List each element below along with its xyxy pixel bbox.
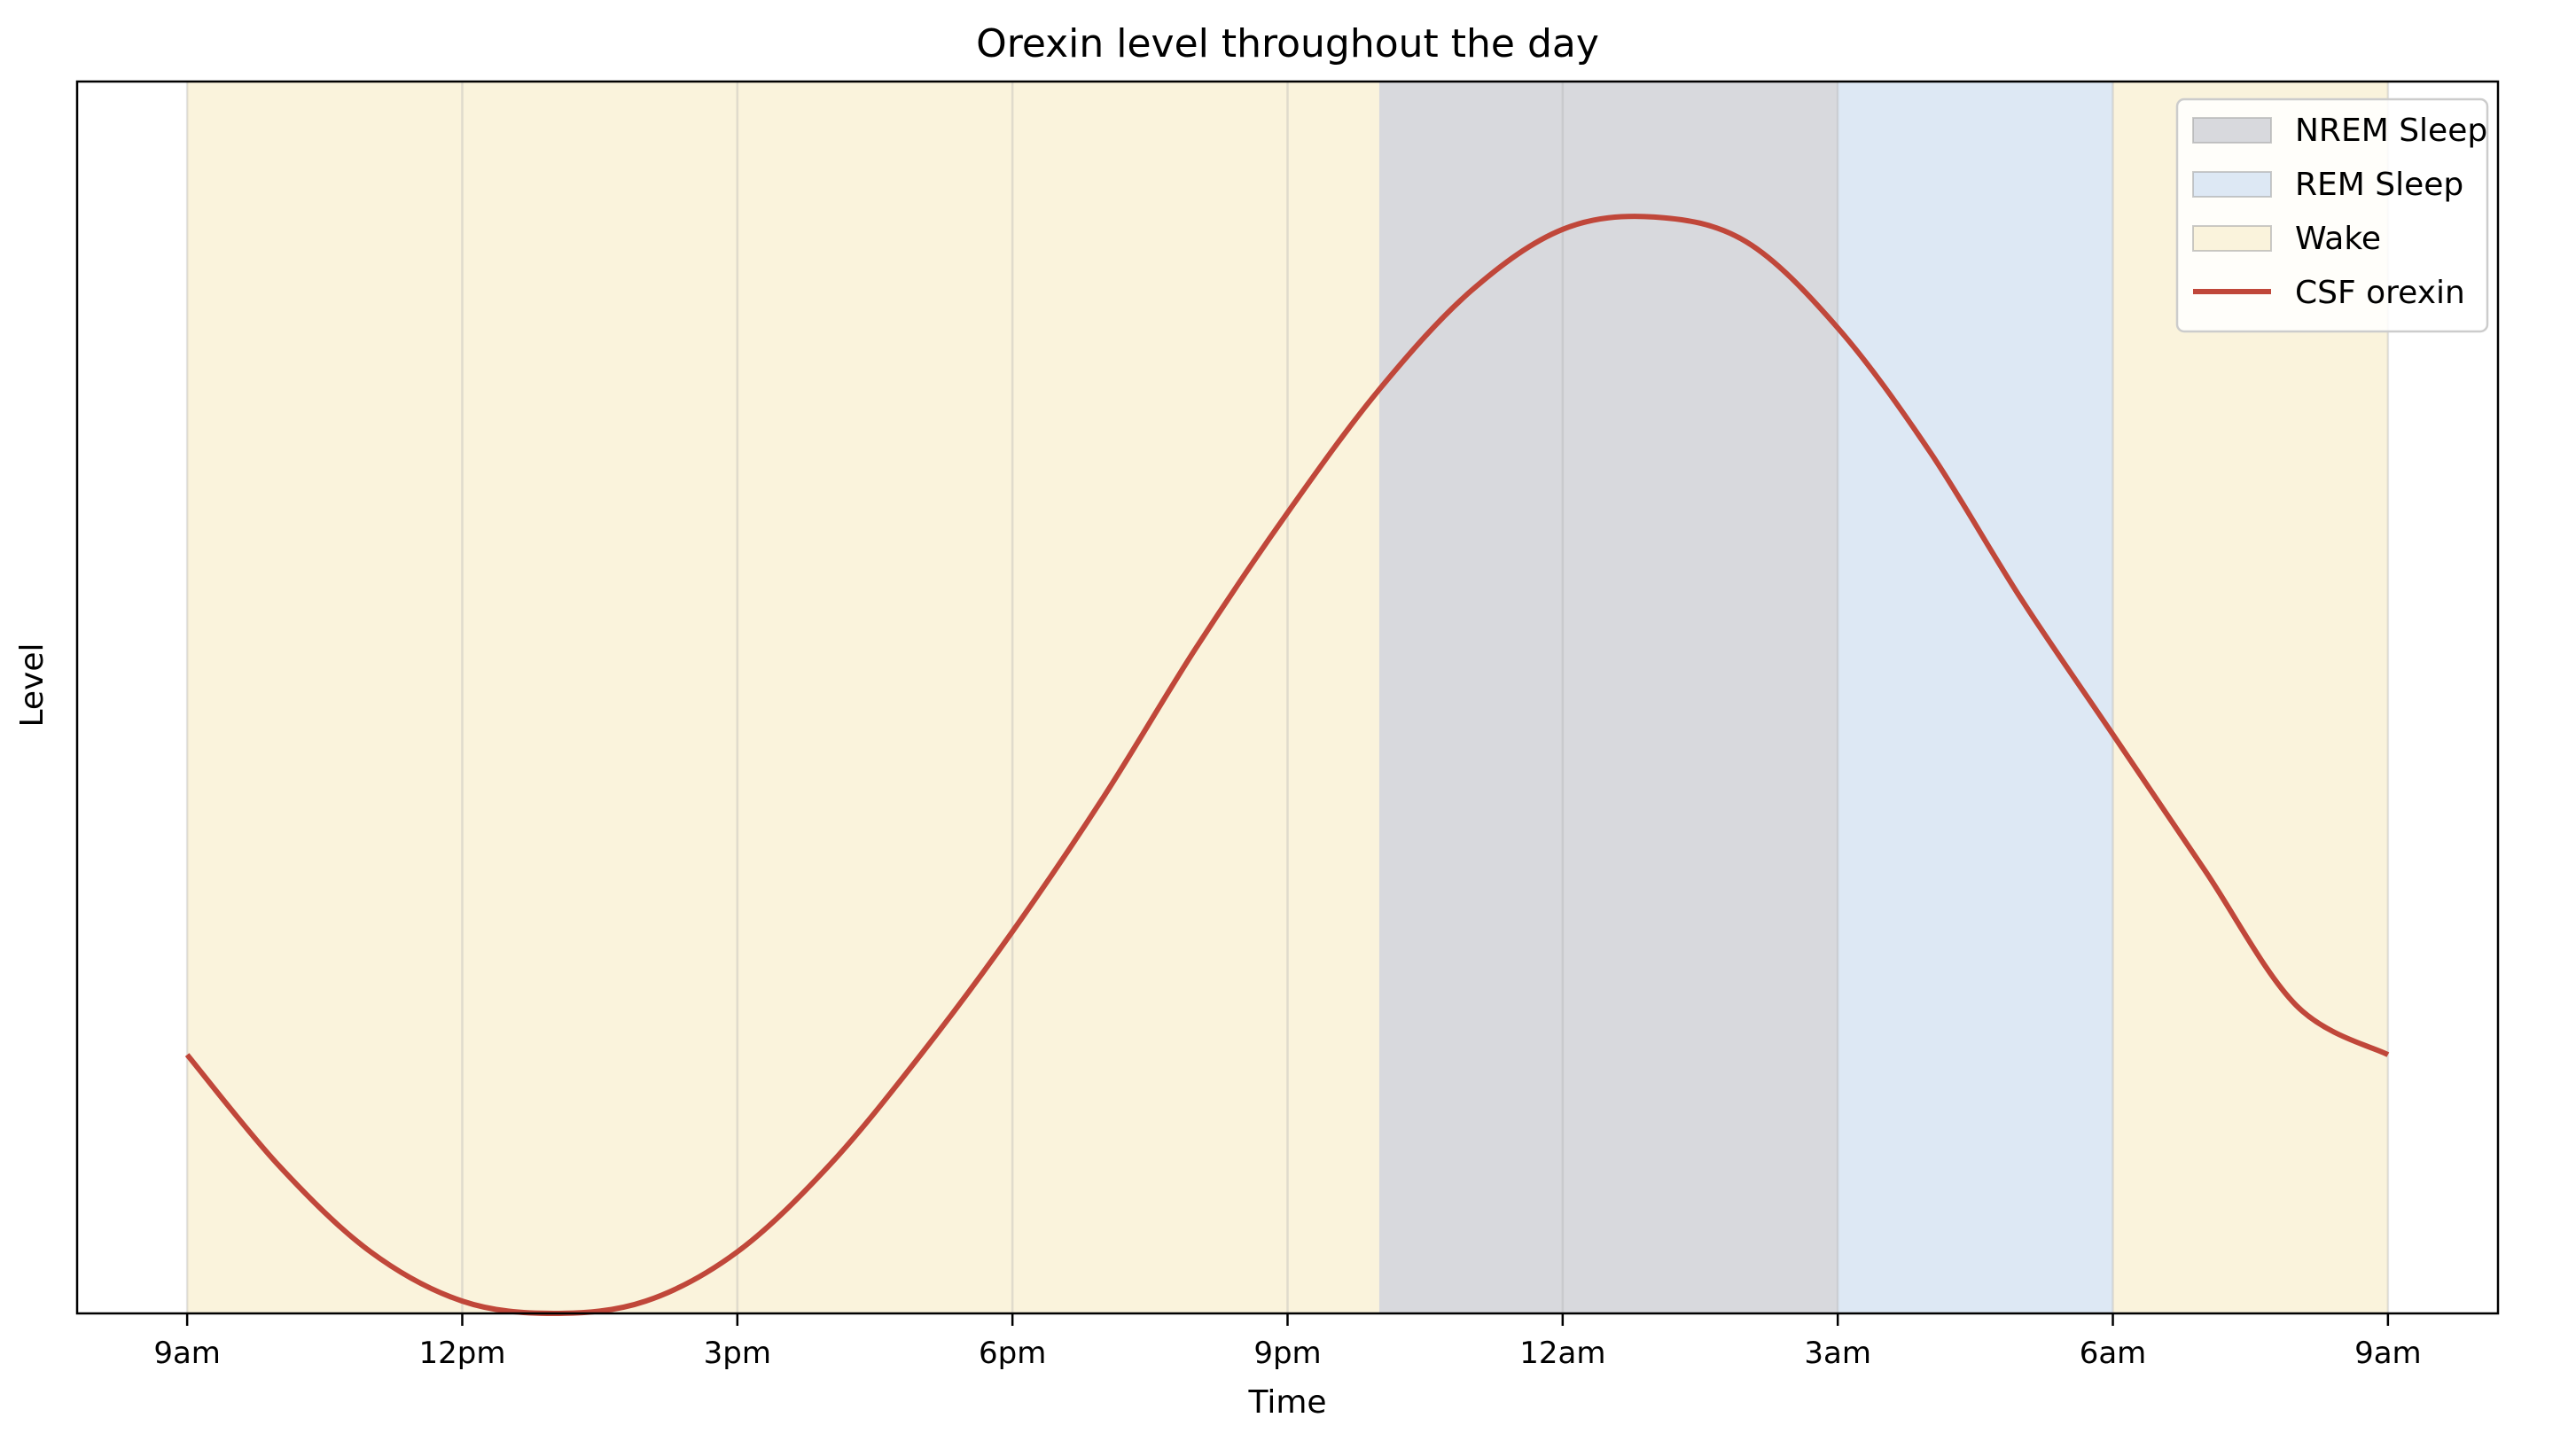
x-tick-label-2: 3pm xyxy=(704,1336,771,1371)
legend-label-0: NREM Sleep xyxy=(2295,113,2487,149)
x-tick-label-8: 9am xyxy=(2354,1336,2422,1371)
legend-label-1: REM Sleep xyxy=(2295,167,2463,203)
band-rem-sleep-2 xyxy=(1838,82,2113,1313)
x-tick-label-0: 9am xyxy=(153,1336,221,1371)
x-tick-label-3: 6pm xyxy=(979,1336,1046,1371)
legend-label-2: Wake xyxy=(2295,221,2381,257)
legend-box xyxy=(2175,97,2489,333)
x-tick-label-6: 3am xyxy=(1804,1336,1871,1371)
x-tick-label-1: 12pm xyxy=(418,1336,505,1371)
legend-swatch-1 xyxy=(2192,171,2272,198)
x-tick-label-4: 9pm xyxy=(1253,1336,1321,1371)
legend-swatch-2 xyxy=(2192,225,2272,252)
x-ticks: 9am 12pm 3pm 6pm 9pm 12am 3am 6am 9am xyxy=(153,1313,2422,1371)
chart-title: Orexin level throughout the day xyxy=(976,21,1599,66)
y-axis-label: Level xyxy=(14,643,51,727)
band-wake-0 xyxy=(187,82,1379,1313)
band-nrem-sleep-1 xyxy=(1378,82,1838,1313)
x-tick-label-5: 12am xyxy=(1519,1336,1605,1371)
legend-label-3: CSF orexin xyxy=(2295,275,2465,311)
legend: NREM Sleep REM Sleep Wake CSF orexin xyxy=(2175,97,2489,333)
x-axis-label: Time xyxy=(1247,1384,1326,1421)
x-tick-label-7: 6am xyxy=(2080,1336,2147,1371)
legend-swatch-0 xyxy=(2192,117,2272,144)
